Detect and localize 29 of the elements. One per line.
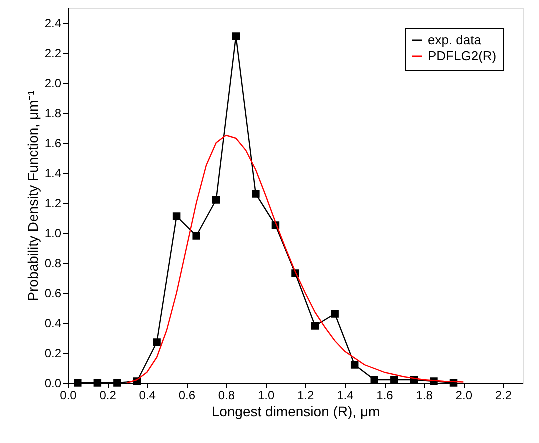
x-tick-label: 2.2 — [495, 388, 512, 402]
y-tick-label: 1.8 — [44, 106, 62, 120]
y-axis-title: Probability Density Function, μm⁻¹ — [24, 90, 41, 302]
y-tick-label: 0.0 — [44, 376, 62, 390]
y-tick-label: 1.2 — [44, 196, 62, 210]
x-tick-label: 1.2 — [298, 388, 315, 402]
x-tick-label: 1.8 — [416, 388, 434, 402]
y-tick-label: 1.0 — [44, 226, 62, 240]
x-tick-label: 0.8 — [218, 388, 236, 402]
legend-label: PDFLG2(R) — [428, 48, 497, 64]
y-tick-label: 0.6 — [44, 286, 62, 300]
y-tick-label: 0.2 — [44, 346, 62, 360]
y-tick-label: 0.8 — [44, 256, 62, 270]
y-tick-label: 2.2 — [44, 46, 62, 60]
x-tick-label: 1.6 — [376, 388, 394, 402]
y-tick-label: 2.0 — [44, 76, 62, 90]
x-tick-label: 0.4 — [139, 388, 156, 402]
x-tick-label: 2.0 — [456, 388, 473, 402]
x-tick-label: 1.0 — [258, 388, 275, 402]
x-tick-label: 1.4 — [337, 388, 354, 402]
y-tick-label: 1.6 — [44, 136, 62, 150]
x-tick-label: 0.2 — [100, 388, 117, 402]
legend-label: exp. data — [428, 32, 482, 48]
x-tick-label: 0.6 — [178, 388, 196, 402]
x-tick-label: 0.0 — [60, 388, 78, 402]
y-tick-label: 2.4 — [44, 16, 62, 30]
y-tick-label: 1.4 — [44, 166, 62, 180]
x-axis-title: Longest dimension (R), μm — [212, 404, 380, 420]
y-tick-label: 0.4 — [44, 316, 62, 330]
